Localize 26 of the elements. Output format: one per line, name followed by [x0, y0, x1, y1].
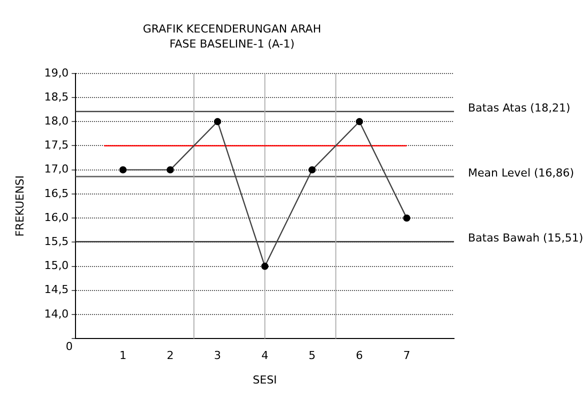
- x-tick-label: 3: [214, 349, 222, 362]
- y-tick-label: 18,5: [44, 90, 69, 104]
- x-tick-label: 7: [403, 349, 410, 362]
- y-tick-label: 16,5: [44, 186, 69, 200]
- ref-line-label: Batas Bawah (15,51): [468, 232, 584, 245]
- ref-line-label: Mean Level (16,86): [468, 166, 574, 180]
- x-tick-label: 6: [356, 349, 363, 362]
- y-tick-label: 15,0: [44, 259, 69, 272]
- text: 0: [66, 340, 73, 353]
- y-tick-label: 15,5: [44, 235, 69, 248]
- y-tick-label: 18,0: [44, 114, 69, 128]
- y-tick-label: 19,0: [44, 66, 69, 80]
- y-tick-label: 14,5: [44, 283, 69, 296]
- x-tick-label: 2: [166, 349, 174, 362]
- chart-subtitle: FASE BASELINE-1 (A-1): [169, 38, 295, 51]
- ref-line-label: Batas Atas (18,21): [468, 101, 570, 114]
- x-tick-label: 1: [119, 349, 126, 362]
- y-tick-label: 16,0: [44, 210, 69, 224]
- y-tick-label: 17,5: [44, 138, 69, 152]
- x-tick-label: 4: [261, 349, 268, 362]
- y-axis-title: FREKUENSI: [13, 175, 26, 237]
- x-tick-label: 5: [308, 349, 316, 362]
- chart-title: GRAFIK KECENDERUNGAN ARAH: [142, 22, 322, 36]
- x-axis-title: SESI: [252, 373, 277, 386]
- y-tick-label: 14,0: [44, 307, 69, 320]
- y-tick-label: 17,0: [44, 162, 69, 176]
